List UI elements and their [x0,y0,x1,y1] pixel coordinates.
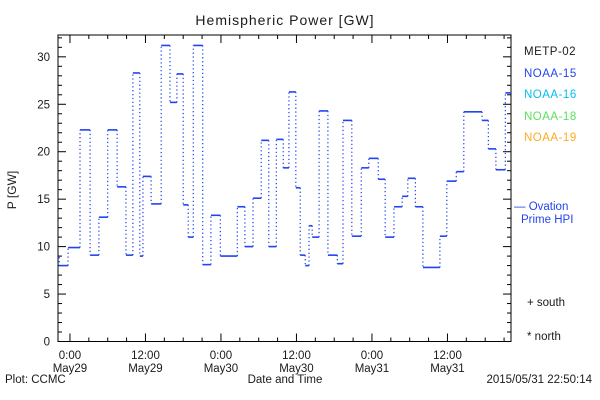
plot-border [57,34,512,342]
svg-text:12:00: 12:00 [282,350,311,362]
ovation-legend-line1: — Ovation [514,201,569,213]
legend-item-noaa-15: NOAA-15 [524,67,577,80]
svg-text:12:00: 12:00 [131,350,160,362]
legend-item-noaa-18: NOAA-18 [524,110,577,123]
ovation-legend: — Ovation Prime HPI [514,201,573,227]
legend-item-metp-02: METP-02 [524,46,577,58]
x-axis-title: Date and Time [247,374,323,386]
plot-timestamp: 2015/05/31 22:50:14 [486,374,592,386]
svg-text:0:00: 0:00 [210,350,232,362]
legend-item-noaa-16: NOAA-16 [524,89,577,101]
svg-text:May30: May30 [279,363,314,375]
svg-text:May30: May30 [204,363,239,375]
south-marker-legend: + south [527,297,566,309]
svg-text:May29: May29 [53,363,88,375]
svg-text:20: 20 [37,147,50,159]
svg-text:0:00: 0:00 [361,350,383,362]
svg-text:5: 5 [44,289,50,301]
plot-source: Plot: CCMC [5,374,66,386]
svg-text:30: 30 [37,52,50,64]
line-sample: — [514,201,526,213]
svg-text:May31: May31 [355,363,390,375]
axis-labels: 0:00May2912:00May290:00May3012:00May300:… [5,52,465,375]
svg-text:12:00: 12:00 [433,350,462,362]
svg-text:May31: May31 [430,363,465,375]
legend-item-noaa-19: NOAA-19 [524,132,577,144]
svg-text:May29: May29 [128,363,163,375]
svg-text:0: 0 [44,337,50,349]
page-title: Hemispheric Power [GW] [195,12,375,28]
axes [57,34,512,342]
ovation-legend-line2: Prime HPI [521,214,574,226]
svg-text:15: 15 [37,194,50,206]
svg-text:0:00: 0:00 [59,350,81,362]
data-line [58,44,511,269]
svg-text:P [GW]: P [GW] [5,171,19,209]
north-marker-legend: * north [527,331,561,343]
svg-text:25: 25 [37,99,50,111]
satellite-legend: METP-02 NOAA-15 NOAA-16 NOAA-18 NOAA-19 [524,46,577,154]
svg-text:10: 10 [37,242,50,254]
